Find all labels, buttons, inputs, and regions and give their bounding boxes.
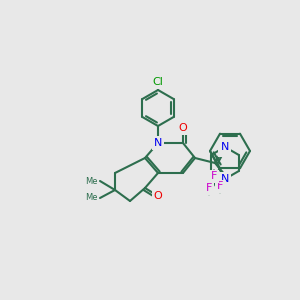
Text: N: N bbox=[221, 174, 229, 184]
Text: O: O bbox=[220, 145, 228, 155]
Text: N: N bbox=[154, 138, 162, 148]
Text: O: O bbox=[154, 191, 162, 201]
Text: F: F bbox=[206, 183, 212, 193]
Text: Cl: Cl bbox=[153, 77, 164, 87]
Text: O: O bbox=[178, 123, 188, 133]
Text: F: F bbox=[217, 181, 223, 191]
Text: N: N bbox=[221, 142, 229, 152]
Text: Me: Me bbox=[85, 176, 98, 185]
Text: Me: Me bbox=[85, 194, 98, 202]
Text: F: F bbox=[211, 171, 217, 181]
